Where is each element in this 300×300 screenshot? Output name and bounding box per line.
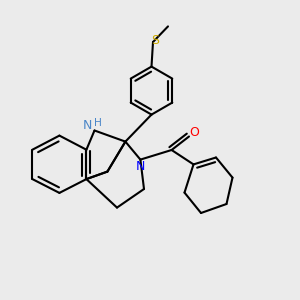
Text: H: H: [94, 118, 101, 128]
Text: O: O: [190, 126, 199, 140]
Text: N: N: [136, 160, 145, 173]
Text: S: S: [151, 34, 159, 47]
Text: N: N: [83, 118, 93, 132]
